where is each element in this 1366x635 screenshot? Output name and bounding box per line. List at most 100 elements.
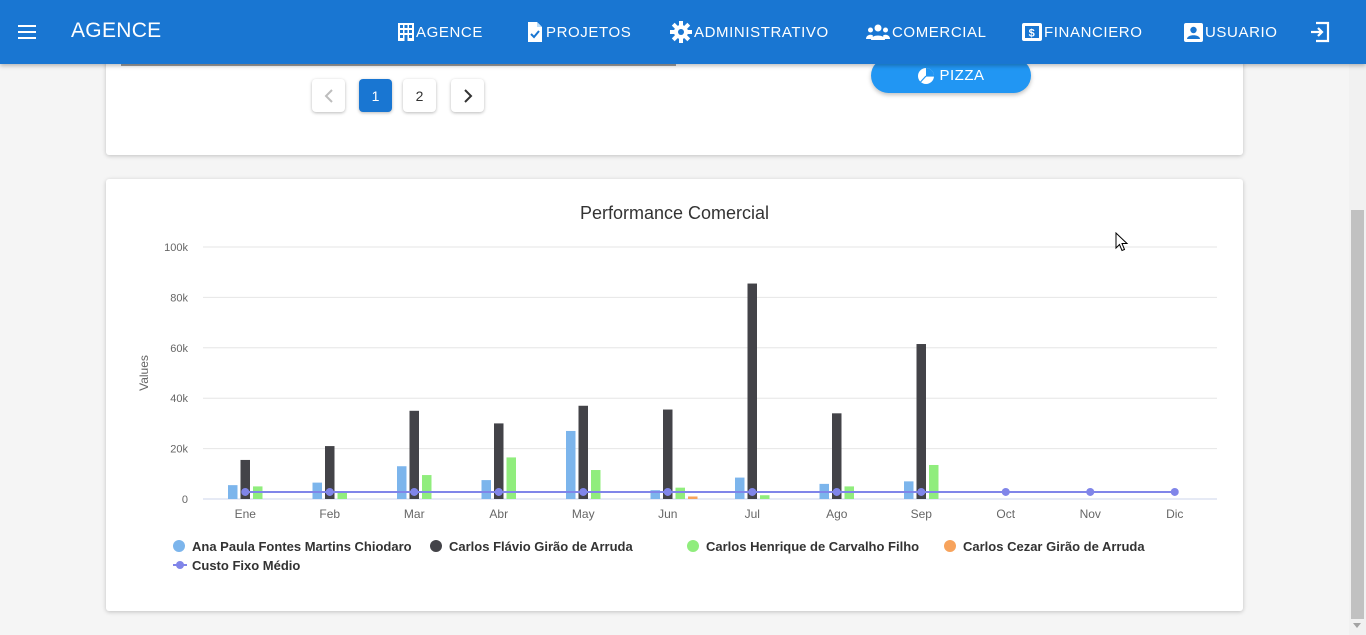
nav-administrativo-label: ADMINISTRATIVO [694,23,829,41]
pagination-page-2[interactable]: 2 [403,79,436,112]
line-point [494,487,503,496]
building-icon [398,23,414,41]
y-tick-label: 40k [170,393,188,405]
line-point [410,487,419,496]
legend-item[interactable]: Carlos Henrique de Carvalho Filho [687,539,919,554]
legend-item[interactable]: Custo Fixo Médio [173,558,300,573]
bar-1 [566,430,576,499]
chart-title: Performance Comercial [580,203,769,223]
pagination-page-1[interactable]: 1 [359,79,392,112]
document-check-icon [528,22,542,42]
bar-1 [650,490,660,499]
bar-2 [578,405,588,499]
x-tick-label: Nov [1080,507,1101,521]
nav-administrativo[interactable]: ADMINISTRATIVO [670,20,829,44]
x-tick-label: May [572,507,595,521]
line-point [1086,487,1095,496]
nav-financiero-label: FINANCIERO [1044,23,1143,41]
legend-symbol [173,540,185,552]
nav-usuario-label: USUARIO [1205,23,1278,41]
nav-financiero[interactable]: $ FINANCIERO [1022,20,1143,44]
x-tick-label: Ago [826,507,848,521]
line-point [748,487,757,496]
line-point [832,487,841,496]
bar-2 [325,446,335,499]
bar-3 [422,475,432,499]
chart-y-axis-label: Values [137,355,151,391]
pagination-prev-button[interactable] [312,79,345,112]
legend-item[interactable]: Carlos Cezar Girão de Arruda [944,539,1145,554]
line-point [241,487,250,496]
legend-label: Carlos Henrique de Carvalho Filho [706,539,919,554]
bar-1 [312,482,322,499]
legend-label: Carlos Flávio Girão de Arruda [449,539,634,554]
bar-2 [409,410,419,499]
user-badge-icon [1184,22,1203,42]
legend-symbol [687,540,699,552]
bar-2 [494,423,504,499]
pizza-button-label: PIZZA [939,67,985,84]
nav-agence-label: AGENCE [416,23,483,41]
pie-chart-icon [918,67,935,84]
legend-label: Custo Fixo Médio [192,558,300,573]
bar-1 [397,466,407,499]
nav-usuario[interactable]: USUARIO [1184,20,1278,44]
people-group-icon [866,24,890,40]
legend-symbol [176,561,184,569]
bar-1 [228,485,238,499]
y-tick-label: 100k [164,242,188,254]
bar-3 [591,470,601,499]
logout-icon[interactable] [1308,20,1332,44]
bar-3 [337,492,347,499]
legend-item[interactable]: Ana Paula Fontes Martins Chiodaro [173,539,412,554]
bar-2 [832,413,842,499]
bar-2 [663,409,673,499]
bar-1 [735,477,745,499]
pagination-next-button[interactable] [451,79,484,112]
line-point [1170,487,1179,496]
y-tick-label: 60k [170,343,188,355]
x-tick-label: Dic [1166,507,1183,521]
x-tick-label: Sep [911,507,933,521]
legend-symbol [944,540,956,552]
performance-chart: Performance Comercial Values 0 20k 40k 60k 8… [137,203,1217,573]
bar-1 [481,480,491,499]
hamburger-menu-icon[interactable] [15,20,41,44]
svg-text:$: $ [1029,28,1036,40]
nav-comercial[interactable]: COMERCIAL [866,20,987,44]
x-tick-label: Feb [319,507,340,521]
y-tick-label: 0 [182,494,188,506]
chevron-right-icon [463,88,472,103]
scroll-down-arrow-icon[interactable] [1353,623,1361,628]
gear-icon [670,21,692,43]
line-point [663,487,672,496]
dollar-note-icon: $ [1022,23,1042,41]
mouse-cursor-icon [1115,232,1129,252]
y-tick-label: 20k [170,444,188,456]
bar-3 [506,457,516,499]
scrollbar-thumb[interactable] [1351,210,1364,619]
nav-projetos-label: PROJETOS [546,23,632,41]
x-tick-label: Jun [658,507,677,521]
legend-label: Carlos Cezar Girão de Arruda [963,539,1145,554]
bar-3 [760,495,770,499]
line-point [579,487,588,496]
nav-projetos[interactable]: PROJETOS [526,20,631,44]
x-tick-label: Ene [235,507,257,521]
line-point [1001,487,1010,496]
app-bar: AGENCE AGENCE PROJETOS [0,0,1366,64]
bar-2 [240,459,250,499]
nav-agence[interactable]: AGENCE [398,20,483,44]
bar-2 [747,283,757,499]
legend-item[interactable]: Carlos Flávio Girão de Arruda [430,539,634,554]
bar-3 [675,487,685,499]
x-tick-label: Mar [404,507,425,521]
legend-label: Ana Paula Fontes Martins Chiodaro [192,539,412,554]
bar-1 [904,481,914,499]
table-bottom-border [121,64,676,66]
x-tick-label: Abr [489,507,508,521]
x-tick-label: Oct [996,507,1015,521]
line-point [917,487,926,496]
bar-4 [688,496,698,499]
app-title: AGENCE [71,19,162,42]
